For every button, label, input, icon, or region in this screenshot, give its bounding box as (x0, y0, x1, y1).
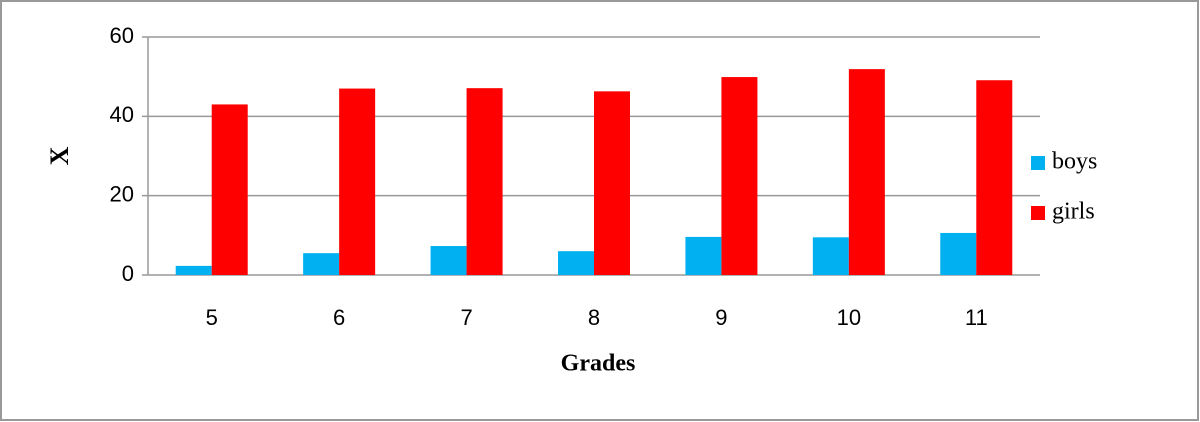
legend-label: girls (1052, 199, 1095, 225)
bar (976, 80, 1013, 275)
bar (848, 69, 885, 275)
bar (175, 265, 212, 275)
legend-swatch (1031, 206, 1045, 220)
x-tick-label: 10 (837, 305, 861, 330)
legend-swatch (1031, 156, 1045, 170)
bar (685, 236, 722, 275)
y-tick-label: 20 (110, 181, 134, 206)
x-tick-label: 7 (460, 305, 472, 330)
bar (594, 91, 630, 276)
bar (303, 253, 340, 275)
legend-label: boys (1052, 149, 1097, 175)
x-tick-label: 6 (333, 305, 345, 330)
bar (940, 232, 977, 275)
y-tick-label: 60 (110, 23, 134, 48)
x-tick-label: 11 (965, 305, 988, 330)
x-tick-label: 5 (206, 305, 218, 330)
bar (211, 104, 248, 275)
y-tick-label: 40 (110, 102, 134, 127)
bar (466, 88, 503, 275)
bar (721, 77, 758, 276)
x-tick-label: 8 (588, 305, 600, 330)
y-tick-label: 0 (122, 261, 134, 286)
bar (339, 88, 376, 275)
bar (558, 251, 594, 275)
bar (812, 237, 849, 275)
x-tick-label: 9 (715, 305, 727, 330)
x-axis-title: Grades (561, 351, 636, 377)
bar (430, 246, 467, 275)
y-axis-title: X (45, 146, 74, 165)
